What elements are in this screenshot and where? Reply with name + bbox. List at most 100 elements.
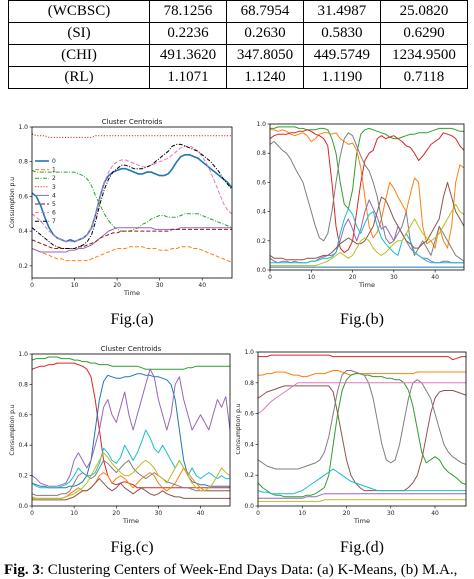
chart-b: 0 10 20 30 40 0.0 0.2 0.4 0.6 0.8 1.0 Time — [256, 121, 465, 289]
legend-label-7: 7 — [52, 218, 56, 225]
legend-label-1: 1 — [52, 167, 56, 174]
y-tick-label: 0.4 — [18, 442, 28, 449]
y-tick-label: 0.4 — [256, 209, 266, 216]
y-axis-label: Consumption p.u — [9, 177, 16, 228]
x-tick-label: 0 — [268, 274, 272, 281]
fig-caption-d: Fig.(d) — [340, 539, 384, 556]
series-line-3 — [270, 132, 464, 262]
y-tick-label: 0.6 — [244, 411, 254, 418]
y-tick-label: 0.2 — [256, 238, 266, 245]
table-row: (RL) 1.1071 1.1240 1.1190 0.7118 — [8, 66, 469, 89]
y-tick-label: 0.6 — [18, 193, 28, 200]
table-cell: 1.1071 — [149, 66, 227, 89]
x-tick-label: 0 — [256, 510, 260, 517]
x-tick-label: 30 — [155, 510, 163, 517]
series-line-2 — [270, 129, 464, 253]
y-tick-label: 0.4 — [18, 228, 28, 235]
table-cell: 347.8050 — [225, 44, 304, 67]
legend-label-2: 2 — [52, 175, 56, 182]
y-tick-label: 0.2 — [18, 473, 28, 480]
y-tick-label: 1.0 — [18, 351, 28, 358]
y-tick-label: 0.2 — [18, 263, 28, 270]
y-tick-label: 0.8 — [244, 380, 254, 387]
metrics-table-body: (WCBSC) 78.1256 68.7954 31.4987 25.0820 (SI) 0… — [8, 0, 469, 89]
x-tick-label: 20 — [343, 510, 351, 517]
plot-area — [32, 356, 230, 501]
y-axis-label: Consumption p.u — [236, 403, 242, 454]
table-row-label: (WCBSC) — [8, 0, 150, 23]
series-line-2 — [32, 169, 232, 232]
y-tick-label: 0.0 — [18, 503, 28, 510]
series-line-1 — [32, 246, 232, 263]
chart-panel-d: 0 10 20 30 40 0.0 0.2 0.4 0.6 0.8 1.0 Time Consumpti… — [236, 344, 474, 534]
table-cell: 1.1240 — [225, 66, 304, 89]
table-cell: 491.3620 — [149, 44, 227, 67]
x-tick-label: 20 — [112, 510, 120, 517]
figure-caption: Fig. 3: Clustering Centers of Week-End D… — [4, 562, 457, 579]
axes-frame — [31, 126, 233, 279]
chart-d: 0 10 20 30 40 0.0 0.2 0.4 0.6 0.8 1.0 Time Consumpti… — [236, 349, 467, 525]
table-cell: 1.1190 — [302, 66, 381, 89]
series-line-7 — [32, 452, 230, 499]
series-line-6 — [32, 145, 232, 243]
legend-label-3: 3 — [52, 184, 56, 191]
plot-area — [32, 133, 232, 263]
table-cell: 1234.9500 — [379, 44, 469, 67]
x-tick-label: 10 — [307, 274, 315, 281]
series-line-1 — [32, 362, 230, 489]
series-line-6 — [270, 181, 464, 261]
figure-caption-label: Fig. 3 — [4, 562, 40, 578]
legend-label-6: 6 — [52, 210, 56, 217]
plot-area — [258, 354, 466, 502]
table-cell: 25.0820 — [379, 0, 469, 23]
table-row: (CHI) 491.3620 347.8050 449.5749 1234.9500 — [8, 44, 469, 67]
series-line-2 — [32, 373, 230, 489]
legend-label-0: 0 — [52, 158, 56, 165]
table-cell: 0.6290 — [379, 22, 469, 45]
x-axis-label: Time — [353, 517, 370, 525]
table-cell: 0.2236 — [149, 22, 227, 45]
y-tick-label: 0.6 — [256, 179, 266, 186]
table-cell: 31.4987 — [302, 0, 381, 23]
x-tick-label: 0 — [30, 510, 34, 517]
series-line-4 — [258, 370, 466, 470]
x-tick-label: 20 — [349, 274, 357, 281]
y-tick-label: 0.0 — [256, 267, 266, 274]
axes-frame — [257, 351, 467, 507]
series-line-0 — [258, 354, 466, 361]
series-line-7 — [32, 143, 232, 249]
y-tick-label: 0.4 — [244, 441, 254, 448]
figure-caption-text: : Clustering Centers of Week-End Days Da… — [39, 562, 458, 578]
y-tick-label: 0.2 — [244, 472, 254, 479]
table-row-label: (RL) — [8, 66, 150, 89]
series-line-2 — [258, 373, 466, 498]
y-tick-label: 1.0 — [18, 124, 28, 131]
x-axis-label: Time — [358, 281, 375, 289]
series-line-7 — [270, 203, 464, 267]
fig-caption-a: Fig.(a) — [110, 311, 154, 328]
series-line-3 — [32, 368, 230, 487]
legend-label-5: 5 — [52, 201, 56, 208]
y-tick-label: 0.8 — [256, 150, 266, 157]
series-line-6 — [32, 459, 230, 496]
axes-frame — [31, 353, 231, 507]
chart-panel-b: 0 10 20 30 40 0.0 0.2 0.4 0.6 0.8 1.0 Time — [252, 116, 474, 308]
x-tick-label: 30 — [390, 274, 398, 281]
table-cell: 0.2630 — [225, 22, 304, 45]
chart-panel-c: Cluster Centroids 0 10 20 30 40 0.0 0.2 0.4 0.6 0.… — [2, 344, 242, 534]
y-tick-label: 0.8 — [18, 159, 28, 166]
table-cell: 0.7118 — [379, 66, 469, 89]
legend-label-4: 4 — [52, 192, 56, 199]
series-line-4 — [32, 227, 232, 253]
y-axis-label: Consumption p.u — [9, 404, 16, 455]
x-tick-label: 10 — [298, 510, 306, 517]
metrics-table: (WCBSC) 78.1256 68.7954 31.4987 25.0820 (SI) 0… — [8, 0, 469, 89]
axes-frame — [269, 123, 465, 271]
series-line-8 — [32, 478, 230, 501]
series-line-6 — [258, 493, 466, 499]
table-cell: 0.5830 — [302, 22, 381, 45]
table-row: (WCBSC) 78.1256 68.7954 31.4987 25.0820 — [8, 0, 469, 23]
table-cell: 78.1256 — [149, 0, 227, 23]
metrics-table-grid: (WCBSC) 78.1256 68.7954 31.4987 25.0820 (SI) 0… — [8, 0, 469, 89]
